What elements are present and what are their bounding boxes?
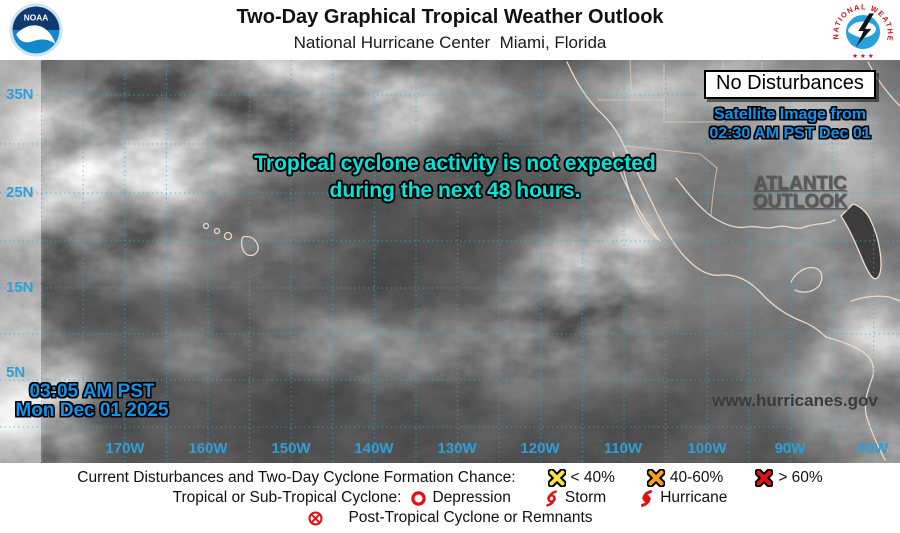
header: NOAA Two-Day Graphical Tropical Weather … <box>0 0 900 61</box>
post-tropical-circle-x-icon <box>308 511 323 525</box>
legend-item-low-chance: < 40% <box>547 469 615 487</box>
legend-footer: Current Disturbances and Two-Day Cyclone… <box>0 463 900 533</box>
svg-text:★ ★ ★: ★ ★ ★ <box>852 52 874 60</box>
legend-item-high-chance: > 60% <box>755 469 823 487</box>
atlantic-outlook-line1: ATLANTIC <box>753 173 847 194</box>
lon-label-170w: 170W <box>105 440 145 457</box>
lon-label-90w: 90W <box>774 440 806 457</box>
nws-logo-icon: NATIONAL WEATHER SERVICE ★ ★ ★ <box>831 0 894 61</box>
atlantic-outlook-link[interactable]: ATLANTIC OUTLOOK <box>752 173 848 212</box>
legend-line2-label: Tropical or Sub-Tropical Cyclone: <box>172 489 402 506</box>
legend-depression-label: Depression <box>432 489 511 506</box>
lon-label-130w: 130W <box>437 440 477 457</box>
lon-label-110w: 110W <box>603 440 643 457</box>
legend-low-chance-label: < 40% <box>570 469 615 486</box>
lat-label-5n: 5N <box>6 364 26 381</box>
legend-storm-label: Storm <box>564 489 607 506</box>
outlook-message-line1: Tropical cyclone activity is not expecte… <box>254 152 656 175</box>
satellite-image-timestamp: Satellite Image from 02:30 AM PST Dec 01 <box>709 105 870 143</box>
issuance-date: Mon Dec 01 2025 <box>15 400 169 421</box>
legend-row-cyclone-types: Tropical or Sub-Tropical Cyclone: Depres… <box>0 488 900 508</box>
storm-cyclone-icon <box>546 489 557 507</box>
website-watermark: www.hurricanes.gov <box>712 391 878 410</box>
lon-label-100w: 100W <box>687 440 727 457</box>
legend-medium-chance-label: 40-60% <box>669 469 724 486</box>
svg-text:NOAA: NOAA <box>24 13 48 23</box>
outlook-message: Tropical cyclone activity is not expecte… <box>254 150 655 204</box>
lon-label-120w: 120W <box>520 440 560 457</box>
hurricane-cyclone-icon <box>641 489 653 507</box>
page-subtitle: National Hurricane Center Miami, Florida <box>293 33 607 52</box>
legend-item-medium-chance: 40-60% <box>646 469 724 487</box>
status-badge-no-disturbances: No Disturbances <box>704 70 876 99</box>
x-yellow-icon <box>547 469 566 487</box>
legend-row-formation-chance: Current Disturbances and Two-Day Cyclone… <box>0 468 900 488</box>
issuance-timestamp: 03:05 AM PST Mon Dec 01 2025 <box>15 382 168 420</box>
lon-label-140w: 140W <box>354 440 394 457</box>
x-red-icon <box>755 469 774 487</box>
satellite-info-line1: Satellite Image from <box>713 106 867 123</box>
outlook-message-line2: during the next 48 hours. <box>329 179 581 202</box>
coastline-outlines <box>202 61 900 461</box>
legend-row-post-tropical: Post-Tropical Cyclone or Remnants <box>0 508 900 528</box>
lon-label-160w: 160W <box>188 440 228 457</box>
lat-label-35n: 35N <box>6 86 34 103</box>
depression-circle-icon <box>411 490 427 506</box>
satellite-info-line2: 02:30 AM PST Dec 01 <box>709 125 871 142</box>
lat-label-15n: 15N <box>6 279 34 296</box>
legend-item-storm: Storm <box>543 489 606 507</box>
legend-item-post-tropical: Post-Tropical Cyclone or Remnants <box>307 509 593 527</box>
lon-label-150w: 150W <box>271 440 311 457</box>
legend-hurricane-label: Hurricane <box>660 489 728 506</box>
x-orange-icon <box>646 469 665 487</box>
noaa-logo-icon: NOAA <box>9 3 63 57</box>
legend-line1-label: Current Disturbances and Two-Day Cyclone… <box>77 469 516 486</box>
lat-label-25n: 25N <box>6 184 34 201</box>
atlantic-outlook-line2: OUTLOOK <box>752 191 848 212</box>
page-title: Two-Day Graphical Tropical Weather Outlo… <box>236 6 664 28</box>
satellite-map[interactable]: No Disturbances Satellite Image from 02:… <box>0 60 900 463</box>
legend-item-depression: Depression <box>410 489 511 507</box>
issuance-time: 03:05 AM PST <box>29 381 155 402</box>
satellite-imagery-svg <box>0 60 900 463</box>
legend-post-tropical-label: Post-Tropical Cyclone or Remnants <box>348 509 593 526</box>
legend-high-chance-label: > 60% <box>778 469 823 486</box>
lon-label-80w: 80W <box>857 440 889 457</box>
legend-item-hurricane: Hurricane <box>638 489 727 507</box>
